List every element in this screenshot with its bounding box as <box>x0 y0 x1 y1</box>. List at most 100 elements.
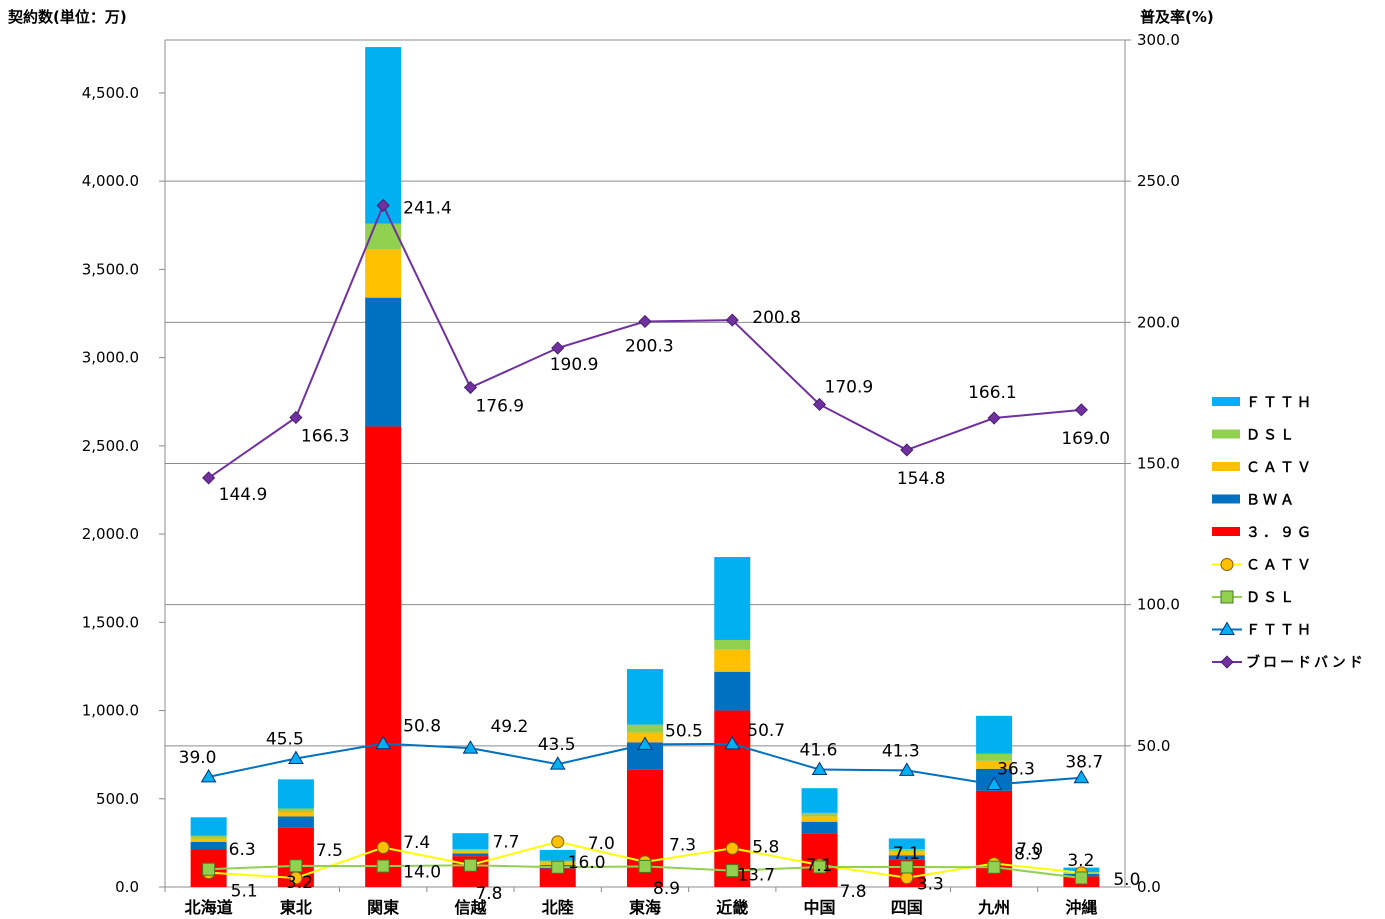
data-label: 7.3 <box>669 835 696 855</box>
x-tick-label: 東海 <box>629 898 661 917</box>
data-label: 5.1 <box>231 882 258 902</box>
data-label: 50.7 <box>747 721 785 741</box>
bar-segment <box>888 849 925 852</box>
y-tick-label-right: 250.0 <box>1137 172 1180 190</box>
bar-segment <box>801 816 838 822</box>
data-label: 169.0 <box>1061 429 1110 449</box>
bar-segment <box>539 849 576 861</box>
x-tick-label: 中国 <box>804 898 836 917</box>
data-point <box>202 471 216 485</box>
legend-label: ＢＷＡ <box>1246 493 1297 509</box>
data-label: 200.3 <box>625 336 674 356</box>
data-point <box>376 198 390 213</box>
bar-segment <box>714 649 751 672</box>
data-label: 154.8 <box>897 469 946 489</box>
bar-segment <box>190 842 227 850</box>
bar-segment <box>365 426 402 887</box>
data-point <box>987 411 1001 425</box>
bar-segment <box>365 47 402 224</box>
data-point <box>551 341 565 355</box>
data-point <box>898 762 915 776</box>
y-tick-label-left: 3,500.0 <box>82 260 139 278</box>
bar-segment <box>714 557 751 640</box>
data-point <box>549 756 566 770</box>
legend-swatch <box>1212 494 1240 504</box>
data-label: 13.7 <box>737 865 775 885</box>
data-point <box>725 864 739 878</box>
data-label: 45.5 <box>266 730 304 750</box>
data-point <box>1073 769 1090 784</box>
legend-swatch <box>1212 527 1240 536</box>
data-label: 50.8 <box>403 717 441 737</box>
x-tick-label: 九州 <box>977 898 1010 917</box>
y-tick-label-right: 100.0 <box>1137 596 1180 614</box>
y-tick-label-right: 200.0 <box>1137 313 1180 331</box>
data-point <box>376 840 390 854</box>
data-label: 3.3 <box>917 875 944 895</box>
data-point <box>813 860 827 874</box>
y-tick-label-left: 500.0 <box>96 790 139 808</box>
bar-segment <box>539 868 576 887</box>
y-tick-label-left: 0.0 <box>115 878 139 896</box>
data-label: 3.2 <box>286 873 313 893</box>
data-label: 8.3 <box>1014 845 1041 865</box>
line-series <box>200 198 1090 885</box>
data-point <box>289 859 303 873</box>
legend-swatch <box>1212 429 1240 439</box>
data-label: 3.2 <box>1067 851 1094 871</box>
data-point <box>202 862 216 876</box>
bar-segment <box>714 671 751 711</box>
data-point <box>463 858 477 872</box>
data-point <box>288 750 304 765</box>
bar-segment <box>888 855 925 860</box>
bar-segment <box>976 715 1013 754</box>
y-tick-label-left: 1,500.0 <box>82 613 139 631</box>
data-point <box>638 859 652 873</box>
y-axis-title-right: 普及率(%) <box>1140 8 1214 26</box>
bar-segment <box>801 788 838 813</box>
data-label: 170.9 <box>825 377 874 397</box>
data-point <box>637 736 653 750</box>
data-point <box>1220 558 1234 571</box>
data-label: 241.4 <box>403 198 452 218</box>
y-tick-label-right: 50.0 <box>1137 737 1170 755</box>
data-label: 7.0 <box>588 834 615 854</box>
data-label: 7.5 <box>316 841 343 861</box>
data-label: 176.9 <box>475 397 524 417</box>
legend: ＦＴＴＨ ＤＳＬ ＣＡＴＶ ＢＷＡ ３．９Ｇ ＣＡＴＶ ＤＳＬ ＦＴＴＨ ブロードバンド <box>1212 395 1363 671</box>
data-label: 7.1 <box>893 844 920 864</box>
bar-segment <box>888 851 925 856</box>
bar-segment <box>190 838 227 843</box>
data-label: 38.7 <box>1065 753 1103 773</box>
data-label: 190.9 <box>550 355 599 375</box>
data-point <box>900 860 914 874</box>
data-label: 7.7 <box>492 832 519 852</box>
bar-segment <box>190 817 227 836</box>
y-axis-title-left: 契約数(単位：万) <box>7 8 127 26</box>
data-point <box>289 410 303 425</box>
data-label: 7.1 <box>806 856 833 876</box>
data-point <box>900 443 914 457</box>
data-point <box>986 776 1002 791</box>
bar-segment <box>627 724 663 733</box>
x-tick-label: 東北 <box>280 898 312 917</box>
data-label: 43.5 <box>538 735 576 755</box>
legend-label: ＦＴＴＨ <box>1246 623 1314 639</box>
gridlines <box>165 39 1125 747</box>
legend-label: ３．９Ｇ <box>1246 525 1314 541</box>
data-point <box>462 740 479 754</box>
y-tick-label-left: 3,000.0 <box>82 349 139 367</box>
data-point <box>638 314 652 329</box>
data-point <box>376 859 390 873</box>
legend-swatch <box>1212 397 1240 406</box>
bar-segment <box>365 249 402 298</box>
data-label: 39.0 <box>179 748 217 768</box>
x-tick-label: 北陸 <box>542 898 574 917</box>
data-point <box>1074 871 1088 885</box>
y-tick-label-left: 2,500.0 <box>82 437 139 455</box>
bar-segment <box>801 821 838 834</box>
data-point <box>551 860 565 874</box>
data-point <box>375 735 392 750</box>
y-tick-label-right: 300.0 <box>1137 31 1180 49</box>
data-label: 7.8 <box>840 882 867 902</box>
